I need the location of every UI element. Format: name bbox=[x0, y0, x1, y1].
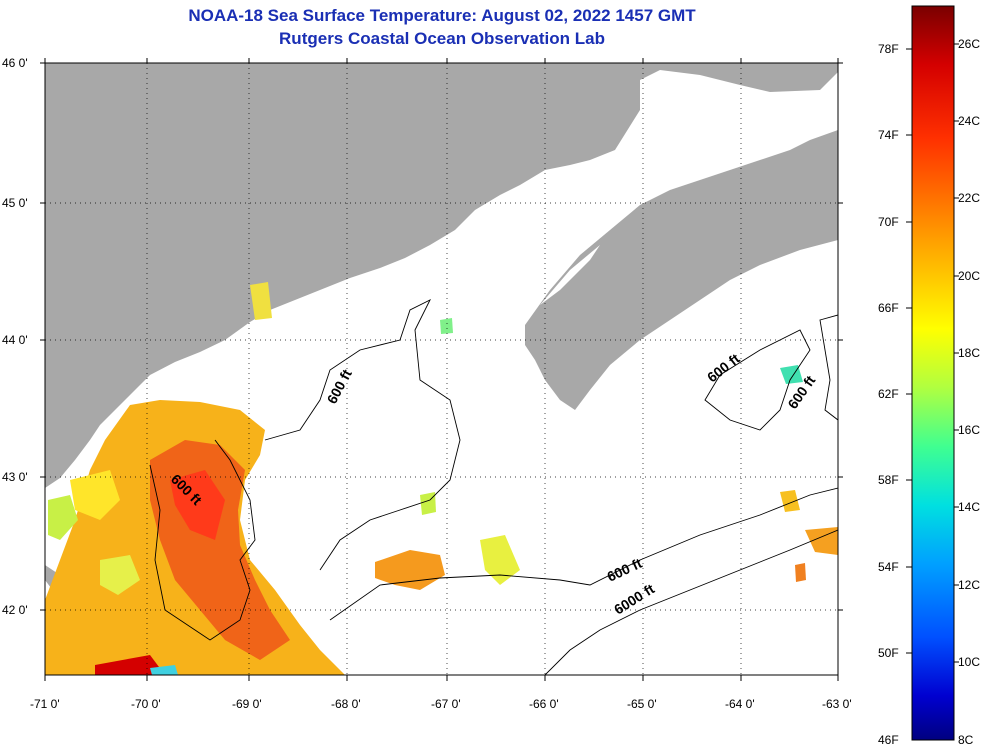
colorbar-c-label: 8C bbox=[958, 733, 974, 747]
graticule bbox=[45, 63, 838, 675]
lat-tick-label: 43 0' bbox=[2, 470, 28, 484]
colorbar-c-label: 12C bbox=[958, 578, 981, 592]
colorbar-ticks bbox=[906, 43, 959, 663]
colorbar-f-label: 50F bbox=[878, 646, 899, 660]
lon-tick-label: -63 0' bbox=[822, 697, 852, 711]
map-frame bbox=[44, 62, 839, 676]
contour-600ft-e bbox=[819, 314, 838, 421]
colorbar-c-label: 18C bbox=[958, 346, 981, 360]
map-ticks bbox=[40, 58, 843, 681]
chart-title: NOAA-18 Sea Surface Temperature: August … bbox=[188, 6, 696, 25]
lon-tick-label: -71 0' bbox=[30, 697, 60, 711]
colorbar-f-label: 62F bbox=[878, 387, 899, 401]
lat-tick-label: 44 0' bbox=[2, 333, 28, 347]
contour-600ft-c bbox=[329, 487, 838, 621]
colorbar-c-label: 26C bbox=[958, 37, 981, 51]
colorbar-c-label: 24C bbox=[958, 114, 981, 128]
chart-subtitle: Rutgers Coastal Ocean Observation Lab bbox=[279, 29, 605, 48]
colorbar-f-label: 58F bbox=[878, 473, 899, 487]
contour-600ft-b bbox=[264, 298, 461, 571]
colorbar bbox=[911, 5, 955, 741]
lon-tick-label: -69 0' bbox=[232, 697, 262, 711]
contour-6000ft bbox=[544, 529, 838, 675]
lon-tick-label: -66 0' bbox=[529, 697, 559, 711]
lat-tick-label: 42 0' bbox=[2, 603, 28, 617]
lon-tick-label: -70 0' bbox=[131, 697, 161, 711]
colorbar-c-label: 14C bbox=[958, 500, 981, 514]
contour-600ft-d bbox=[704, 329, 811, 431]
land-mainland bbox=[45, 63, 838, 488]
colorbar-f-label: 46F bbox=[878, 733, 899, 747]
land-nova-scotia bbox=[525, 130, 838, 410]
contour-600ft-a bbox=[149, 439, 256, 641]
sst-patch-georges bbox=[375, 550, 445, 590]
colorbar-c-label: 22C bbox=[958, 191, 981, 205]
lat-tick-label: 46 0' bbox=[2, 56, 28, 70]
colorbar-f-label: 54F bbox=[878, 560, 899, 574]
lon-tick-label: -64 0' bbox=[725, 697, 755, 711]
colorbar-f-label: 66F bbox=[878, 301, 899, 315]
colorbar-c-label: 16C bbox=[958, 423, 981, 437]
lon-tick-label: -65 0' bbox=[627, 697, 657, 711]
lon-tick-label: -68 0' bbox=[331, 697, 361, 711]
colorbar-c-label: 20C bbox=[958, 269, 981, 283]
lon-tick-label: -67 0' bbox=[431, 697, 461, 711]
lat-tick-label: 45 0' bbox=[2, 196, 28, 210]
colorbar-f-label: 70F bbox=[878, 215, 899, 229]
colorbar-c-label: 10C bbox=[958, 655, 981, 669]
colorbar-f-label: 78F bbox=[878, 42, 899, 56]
colorbar-f-label: 74F bbox=[878, 128, 899, 142]
